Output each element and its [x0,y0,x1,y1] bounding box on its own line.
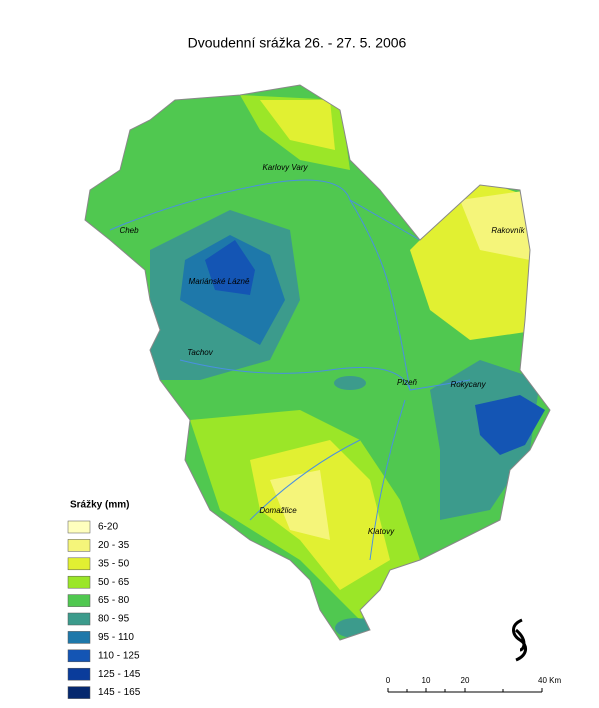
legend-label: 6-20 [98,522,118,533]
scale-label: 10 [422,676,431,685]
legend-swatch [67,539,91,552]
city-label: Cheb [119,226,139,235]
city-label: Rakovník [491,226,525,235]
legend: 6-20 20 - 35 35 - 50 50 - 65 65 - 80 80 - 95 9… [67,520,141,699]
legend-swatch [67,686,91,699]
north-arrow [512,618,527,662]
legend-label: 65 - 80 [98,595,130,606]
legend-label: 95 - 110 [98,632,134,643]
legend-swatch [67,520,91,534]
legend-swatch [67,667,91,681]
rivers [109,179,471,561]
legend-swatch [67,631,91,644]
city-label: Karlovy Vary [262,163,308,172]
scale-label: 20 [461,676,470,685]
legend-swatch [67,594,91,607]
scale-label: 0 [386,676,391,685]
legend-swatch [67,612,91,626]
legend-swatch [67,575,91,589]
legend-label: 20 - 35 [98,540,130,551]
legend-label: 125 - 145 [98,669,141,680]
city-label: Plzeň [397,378,418,387]
legend-title: Srážky (mm) [70,500,129,511]
scale-bar: 0 10 20 40 Km [386,676,561,693]
legend-label: 50 - 65 [98,577,130,588]
scale-label: 40 Km [538,676,561,685]
legend-swatch [67,649,91,663]
precipitation-map [85,85,550,640]
map-title: Dvoudenní srážka 26. - 27. 5. 2006 [188,35,407,51]
city-label: Rokycany [450,380,486,389]
legend-swatch [67,557,91,571]
legend-label: 35 - 50 [98,558,130,569]
legend-label: 110 - 125 [98,650,140,661]
legend-label: 80 - 95 [98,614,130,625]
city-label: Domažlice [259,506,297,515]
city-label: Klatovy [368,527,395,536]
city-label: Tachov [187,348,214,357]
city-label: Mariánské Lázně [189,277,250,286]
legend-label: 145 - 165 [98,687,141,698]
